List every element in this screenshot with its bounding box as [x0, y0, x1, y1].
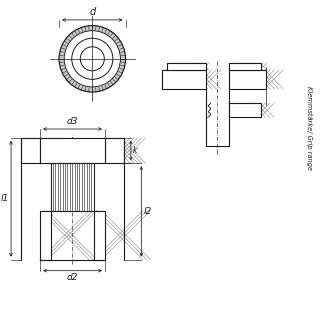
- Bar: [40, 211, 51, 260]
- Text: l2: l2: [144, 207, 152, 216]
- Text: d: d: [89, 7, 95, 17]
- Bar: [162, 70, 205, 89]
- Bar: [167, 63, 205, 70]
- Text: d3: d3: [67, 117, 78, 126]
- Bar: [40, 138, 105, 163]
- Circle shape: [64, 31, 120, 87]
- Text: Klemmstärke/ Grip range: Klemmstärke/ Grip range: [306, 86, 312, 171]
- Bar: [229, 103, 261, 117]
- Bar: [21, 138, 40, 163]
- Bar: [229, 63, 261, 70]
- Bar: [51, 163, 94, 211]
- Bar: [229, 70, 266, 89]
- Text: d2: d2: [67, 273, 78, 282]
- Bar: [105, 138, 124, 163]
- Circle shape: [59, 26, 125, 92]
- Bar: [94, 211, 105, 260]
- Text: k: k: [133, 146, 137, 155]
- Text: l1: l1: [0, 194, 9, 203]
- Circle shape: [80, 47, 104, 71]
